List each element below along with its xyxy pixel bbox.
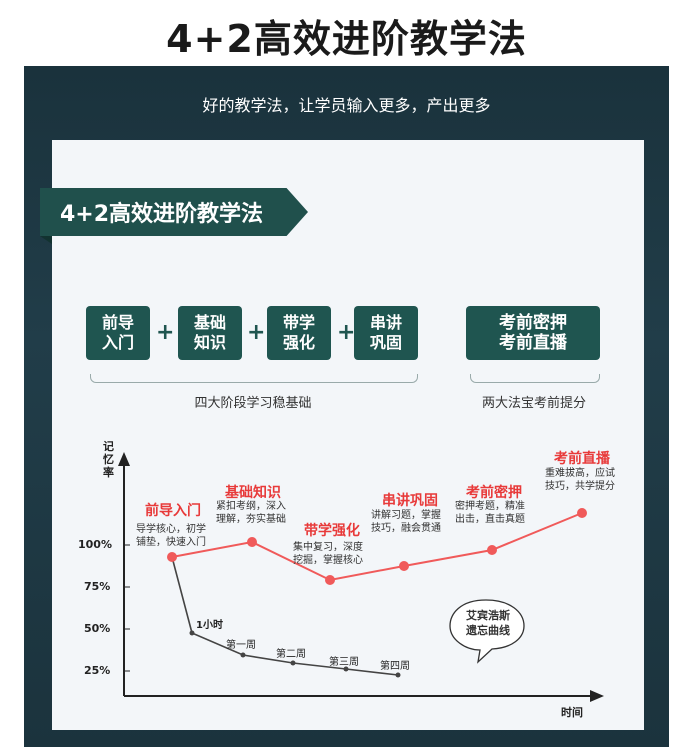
stage-desc-6: 重难拔高，应试 技巧，共学提分 — [545, 468, 615, 492]
growth-point-1 — [167, 552, 177, 562]
growth-point-5 — [487, 545, 497, 555]
bonus-label: 两大法宝考前提分 — [481, 396, 586, 411]
y-axis-label: 记忆率 — [103, 440, 114, 479]
week-label-3: 第二周 — [276, 649, 306, 660]
forgetting-line — [171, 556, 399, 676]
growth-line — [171, 512, 583, 582]
banner-fold — [40, 236, 52, 244]
week-label-5: 第四周 — [380, 661, 410, 672]
y-tick-100: 100% — [78, 538, 112, 551]
stage-desc-5: 密押考题，精准 出击，直击真题 — [455, 501, 525, 525]
bonus-bracket — [470, 374, 600, 383]
forgetting-point-2 — [189, 630, 195, 636]
growth-point-3 — [325, 575, 335, 585]
stage-title-5: 考前密押 — [466, 485, 522, 501]
forgetting-point-5 — [343, 666, 349, 672]
stage-box-2: 基础 知识 — [178, 306, 242, 360]
stage-box-4: 串讲 巩固 — [354, 306, 418, 360]
y-tick-50: 50% — [84, 622, 111, 635]
stage-box-1: 前导 入门 — [86, 306, 150, 360]
plus-sign-2: + — [247, 320, 266, 345]
stage-title-2: 基础知识 — [225, 485, 281, 501]
stage-title-3: 带学强化 — [304, 523, 360, 539]
y-tick-75: 75% — [84, 580, 111, 593]
curve-bubble-label: 艾宾浩斯 遗忘曲线 — [466, 609, 510, 637]
stage-desc-2: 紧扣考纲，深入 理解，夯实基础 — [216, 501, 286, 525]
forgetting-point-3 — [240, 652, 246, 658]
growth-point-6 — [577, 508, 587, 518]
growth-point-4 — [399, 561, 409, 571]
week-label-1: 1小时 — [196, 620, 223, 631]
x-axis-arrow — [590, 690, 604, 702]
week-label-4: 第三周 — [329, 657, 359, 668]
stage-desc-3: 集中复习，深度 挖掘，掌握核心 — [293, 542, 363, 566]
page-title: 4+2高效进阶教学法 — [166, 17, 527, 61]
stage-title-1: 前导入门 — [145, 503, 201, 519]
banner-title: 4+2高效进阶教学法 — [60, 202, 264, 227]
y-tick-25: 25% — [84, 664, 111, 677]
stage-title-6: 考前直播 — [554, 451, 610, 467]
speech-bubble — [449, 599, 525, 664]
stage-desc-1: 导学核心，初学 铺垫，快速入门 — [136, 524, 206, 548]
plus-sign-1: + — [156, 320, 175, 345]
bonus-box: 考前密押 考前直播 — [466, 306, 600, 360]
growth-point-2 — [247, 537, 257, 547]
plus-sign-3: + — [337, 320, 356, 345]
y-axis-arrow — [118, 452, 130, 466]
foundation-bracket — [90, 374, 418, 383]
stage-desc-4: 讲解习题，掌握 技巧，融会贯通 — [371, 510, 441, 534]
week-label-2: 第一周 — [226, 640, 256, 651]
forgetting-point-4 — [290, 660, 296, 666]
stage-box-3: 带学 强化 — [267, 306, 331, 360]
foundation-label: 四大阶段学习稳基础 — [194, 396, 312, 411]
growth-series — [167, 508, 587, 585]
banner-ribbon — [40, 188, 308, 236]
content-card — [52, 140, 644, 730]
stage-title-4: 串讲巩固 — [382, 493, 438, 509]
tagline: 好的教学法，让学员输入更多，产出更多 — [202, 96, 491, 115]
x-axis-label: 时间 — [561, 706, 583, 719]
forgetting-point-6 — [395, 672, 401, 678]
